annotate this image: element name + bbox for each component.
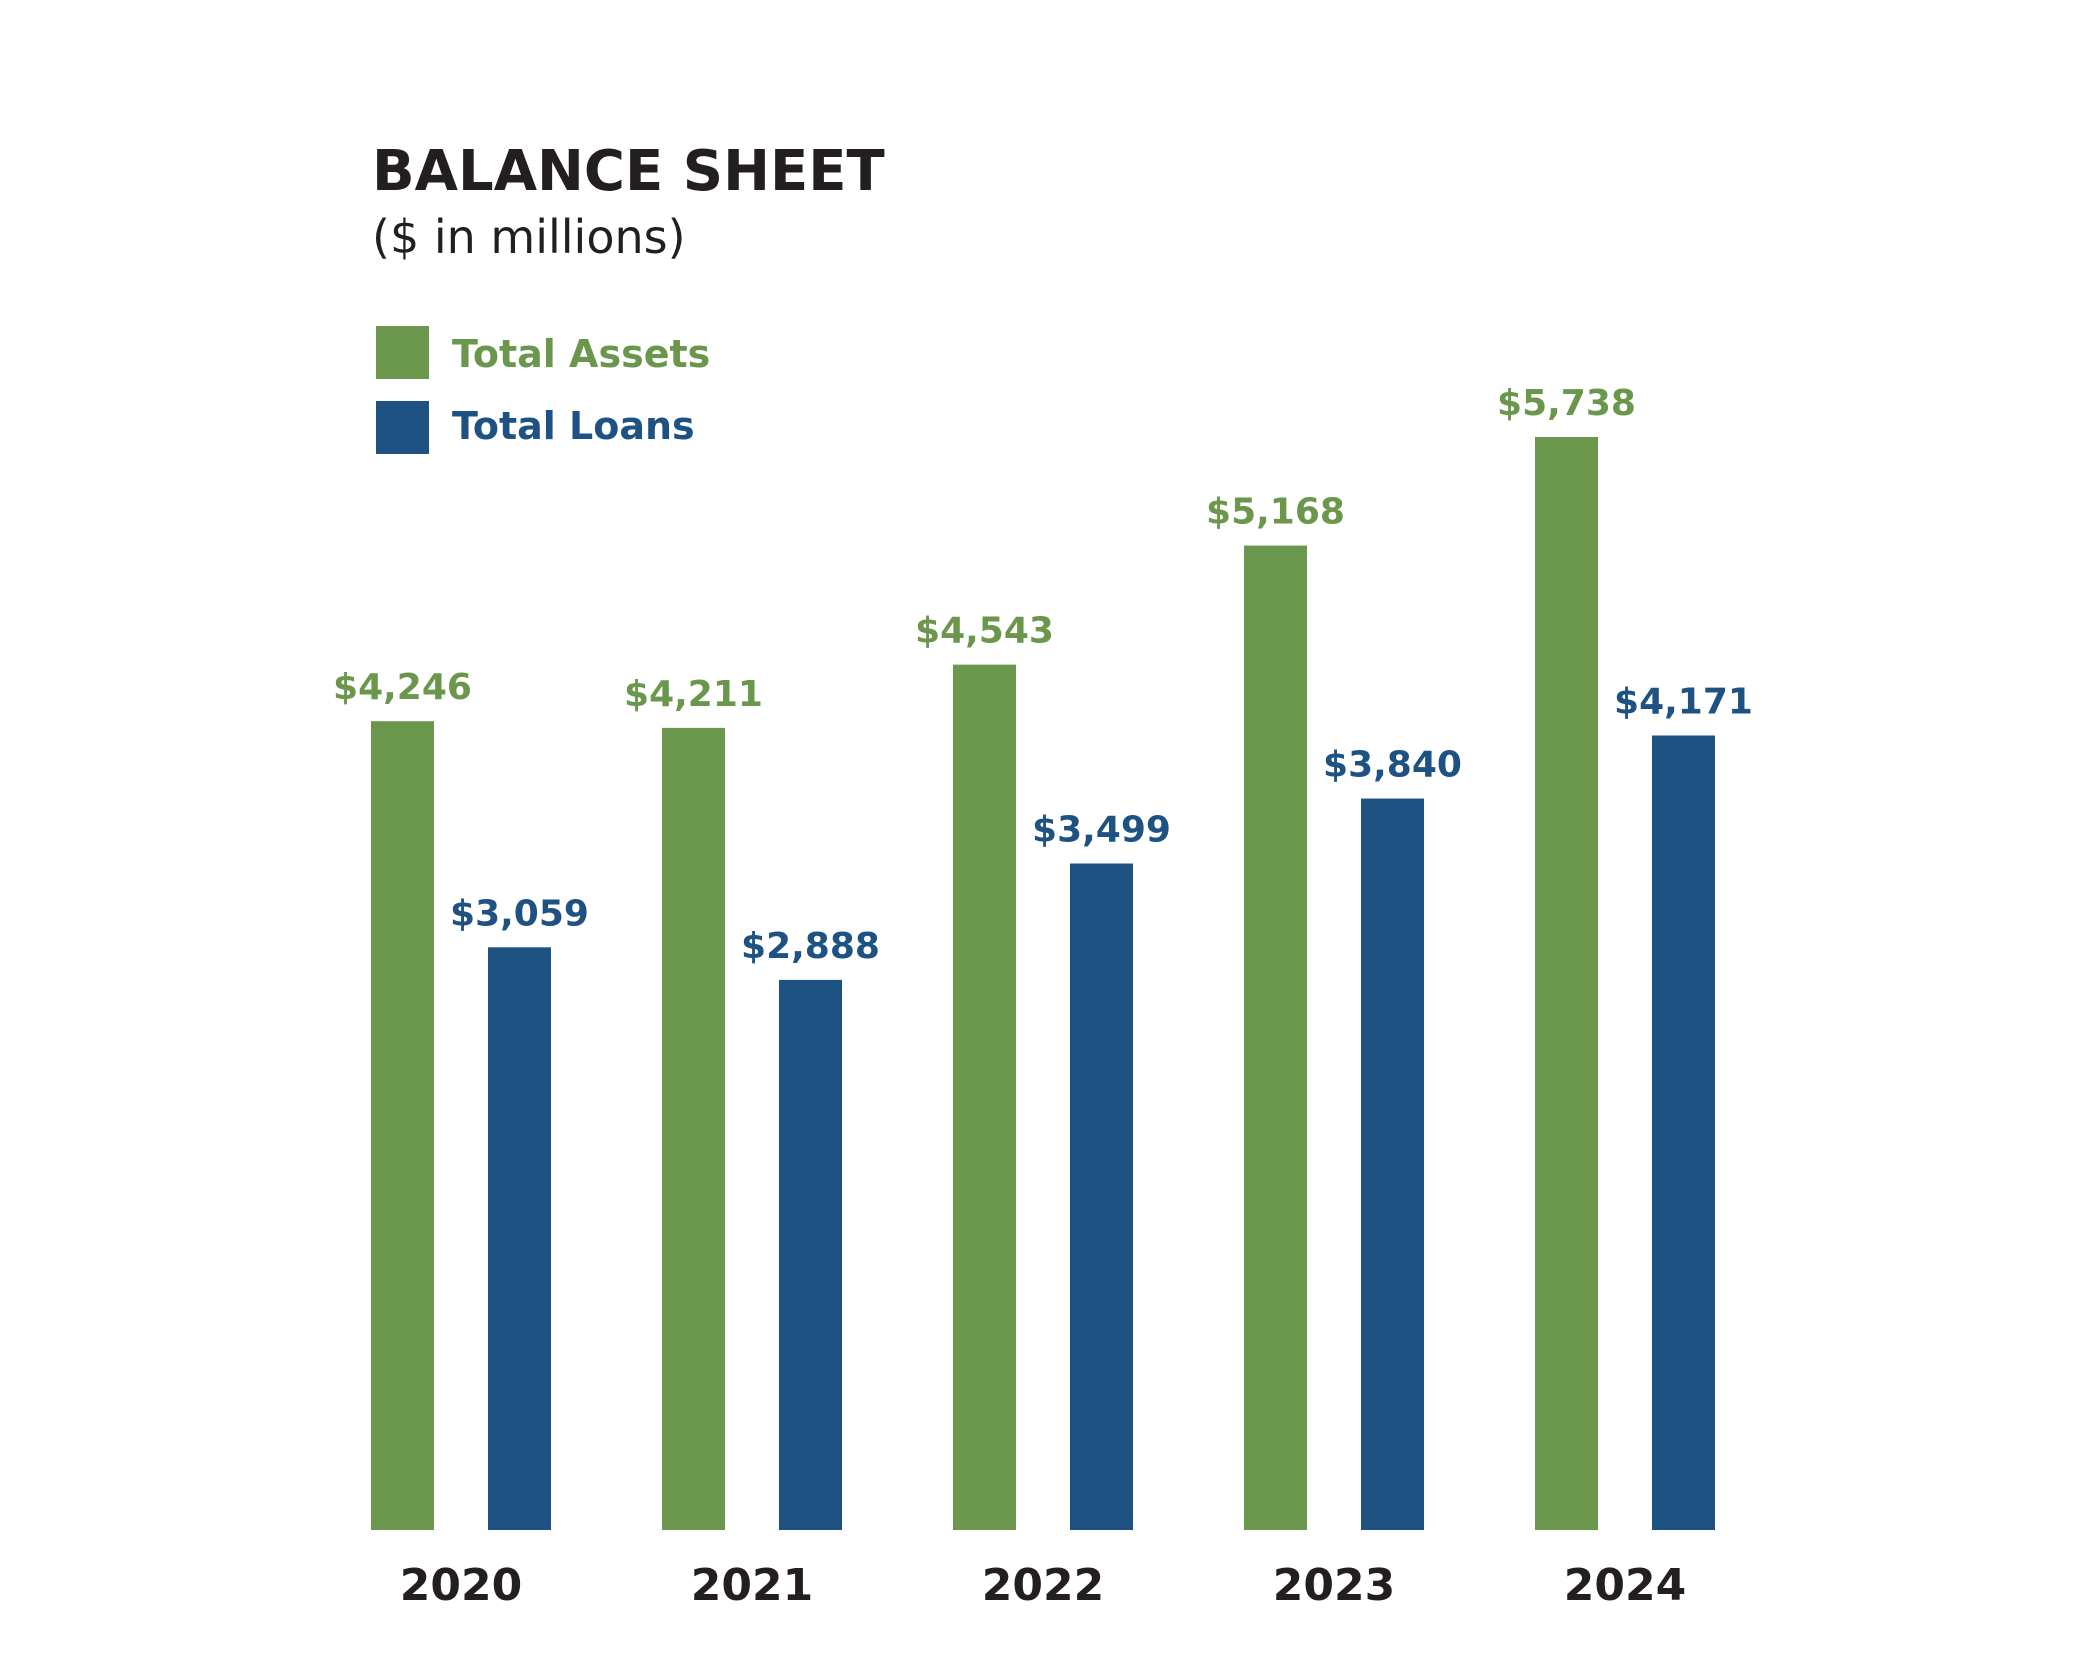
bar-total-assets-2024 (1535, 437, 1598, 1530)
x-tick-label-2024: 2024 (1564, 1560, 1686, 1611)
bar-total-loans-2020 (488, 947, 551, 1530)
bar-total-assets-2021 (662, 727, 725, 1530)
data-label-total-loans-2024: $4,171 (1614, 681, 1753, 722)
chart-subtitle: ($ in millions) (372, 210, 686, 264)
legend-swatch-total-loans (376, 401, 429, 454)
legend-label-total-assets: Total Assets (452, 332, 710, 376)
bar-total-loans-2024 (1652, 735, 1715, 1530)
data-label-total-assets-2020: $4,246 (333, 667, 472, 708)
data-label-total-assets-2024: $5,738 (1497, 383, 1636, 424)
data-label-total-assets-2022: $4,543 (915, 611, 1054, 652)
data-label-total-loans-2021: $2,888 (741, 926, 880, 967)
legend-swatch-total-assets (376, 326, 429, 379)
bar-total-assets-2023 (1244, 545, 1307, 1530)
bar-total-loans-2021 (779, 979, 842, 1530)
data-label-total-loans-2023: $3,840 (1323, 745, 1462, 786)
plot-area: $4,246 $3,059 2020 $4,211 $2,888 2021 $4,543 $3… (333, 383, 1753, 1611)
bar-total-loans-2023 (1361, 798, 1424, 1530)
bar-total-assets-2020 (371, 721, 434, 1530)
legend: Total Assets Total Loans (376, 326, 710, 454)
data-label-total-assets-2023: $5,168 (1206, 492, 1345, 533)
bar-total-loans-2022 (1070, 863, 1133, 1530)
data-label-total-assets-2021: $4,211 (624, 674, 763, 715)
data-label-total-loans-2020: $3,059 (450, 893, 589, 934)
bar-total-assets-2022 (953, 664, 1016, 1530)
data-label-total-loans-2022: $3,499 (1032, 809, 1171, 850)
legend-label-total-loans: Total Loans (452, 404, 695, 448)
x-tick-label-2023: 2023 (1273, 1560, 1395, 1611)
x-tick-label-2022: 2022 (982, 1560, 1104, 1611)
x-tick-label-2021: 2021 (691, 1560, 813, 1611)
chart-title: BALANCE SHEET (372, 139, 885, 204)
x-tick-label-2020: 2020 (400, 1560, 522, 1611)
